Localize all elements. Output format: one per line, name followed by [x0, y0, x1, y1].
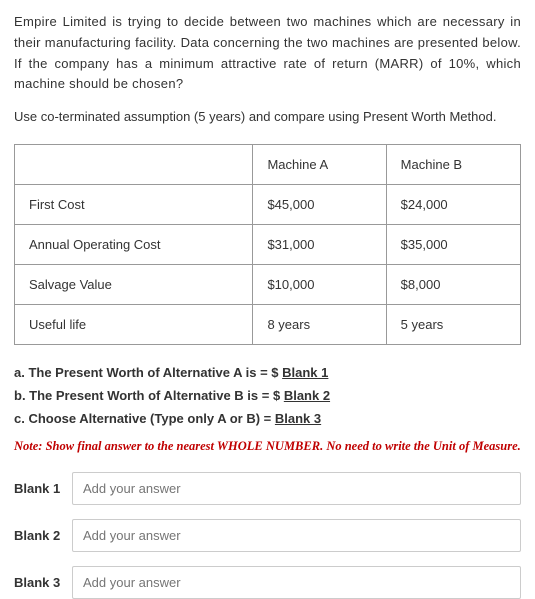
cell-value: $10,000 — [253, 264, 386, 304]
question-c: c. Choose Alternative (Type only A or B)… — [14, 409, 521, 430]
cell-value: $45,000 — [253, 184, 386, 224]
blank-row-1: Blank 1 — [14, 472, 521, 505]
question-a: a. The Present Worth of Alternative A is… — [14, 363, 521, 384]
question-b: b. The Present Worth of Alternative B is… — [14, 386, 521, 407]
header-machine-b: Machine B — [386, 144, 520, 184]
blank-1-label: Blank 1 — [14, 481, 72, 496]
row-label: Annual Operating Cost — [15, 224, 253, 264]
cell-value: $8,000 — [386, 264, 520, 304]
cell-value: $31,000 — [253, 224, 386, 264]
blank-row-3: Blank 3 — [14, 566, 521, 599]
table-row: Machine A Machine B — [15, 144, 521, 184]
blank-row-2: Blank 2 — [14, 519, 521, 552]
blank-2-input[interactable] — [72, 519, 521, 552]
blank-3-input[interactable] — [72, 566, 521, 599]
problem-intro: Empire Limited is trying to decide betwe… — [14, 12, 521, 95]
header-empty — [15, 144, 253, 184]
cell-value: $35,000 — [386, 224, 520, 264]
blank-2-label: Blank 2 — [14, 528, 72, 543]
row-label: Salvage Value — [15, 264, 253, 304]
data-table: Machine A Machine B First Cost $45,000 $… — [14, 144, 521, 345]
blank-1-input[interactable] — [72, 472, 521, 505]
blank-3-label: Blank 3 — [14, 575, 72, 590]
table-row: First Cost $45,000 $24,000 — [15, 184, 521, 224]
cell-value: $24,000 — [386, 184, 520, 224]
cell-value: 8 years — [253, 304, 386, 344]
note-text: Note: Show final answer to the nearest W… — [14, 439, 521, 454]
row-label: First Cost — [15, 184, 253, 224]
header-machine-a: Machine A — [253, 144, 386, 184]
questions-block: a. The Present Worth of Alternative A is… — [14, 363, 521, 429]
table-row: Annual Operating Cost $31,000 $35,000 — [15, 224, 521, 264]
table-row: Useful life 8 years 5 years — [15, 304, 521, 344]
table-row: Salvage Value $10,000 $8,000 — [15, 264, 521, 304]
problem-instruction: Use co-terminated assumption (5 years) a… — [14, 107, 521, 128]
cell-value: 5 years — [386, 304, 520, 344]
row-label: Useful life — [15, 304, 253, 344]
